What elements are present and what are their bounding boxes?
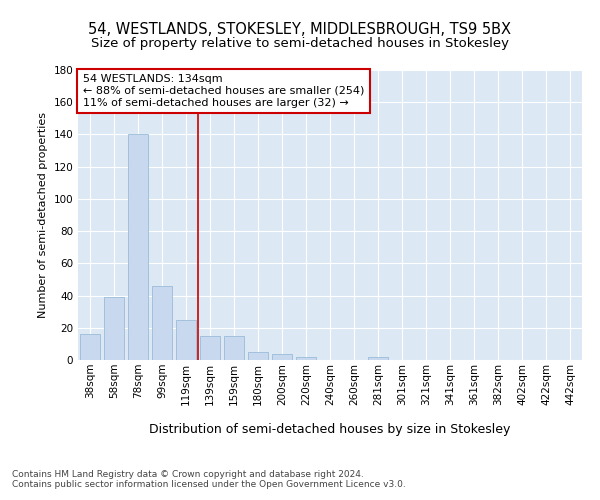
Bar <box>176 320 196 360</box>
Bar <box>200 336 220 360</box>
Text: 54 WESTLANDS: 134sqm
← 88% of semi-detached houses are smaller (254)
11% of semi: 54 WESTLANDS: 134sqm ← 88% of semi-detac… <box>83 74 364 108</box>
Bar <box>368 357 388 360</box>
Bar <box>272 354 292 360</box>
Text: Size of property relative to semi-detached houses in Stokesley: Size of property relative to semi-detach… <box>91 38 509 51</box>
Y-axis label: Number of semi-detached properties: Number of semi-detached properties <box>38 112 48 318</box>
Bar <box>248 352 268 360</box>
Bar <box>80 334 100 360</box>
Text: Contains HM Land Registry data © Crown copyright and database right 2024.
Contai: Contains HM Land Registry data © Crown c… <box>12 470 406 490</box>
Text: 54, WESTLANDS, STOKESLEY, MIDDLESBROUGH, TS9 5BX: 54, WESTLANDS, STOKESLEY, MIDDLESBROUGH,… <box>89 22 511 38</box>
Text: Distribution of semi-detached houses by size in Stokesley: Distribution of semi-detached houses by … <box>149 422 511 436</box>
Bar <box>128 134 148 360</box>
Bar <box>152 286 172 360</box>
Bar <box>224 336 244 360</box>
Bar <box>104 297 124 360</box>
Bar <box>296 357 316 360</box>
